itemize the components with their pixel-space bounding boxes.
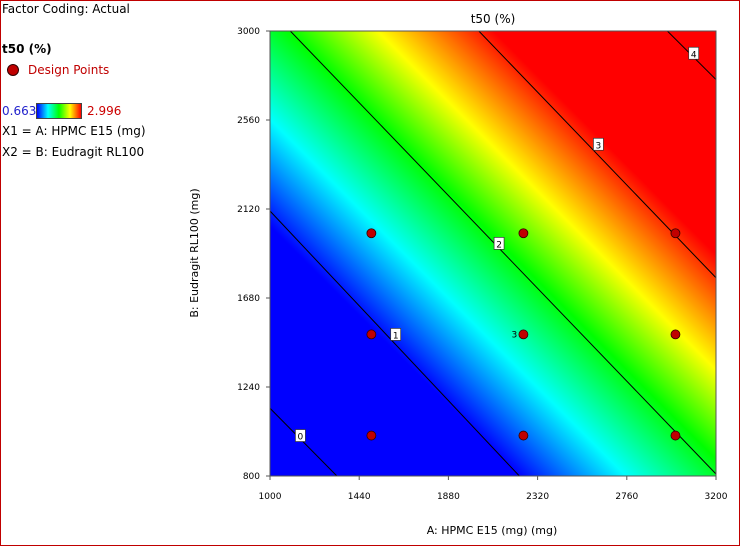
design-point-count-label: 3 <box>512 330 518 340</box>
contour-label-box-3 <box>593 137 604 151</box>
x-tick-label: 2760 <box>615 492 638 502</box>
design-point <box>366 329 377 340</box>
x-tick-label: 2320 <box>526 492 549 502</box>
contour-label-box-0 <box>295 429 306 442</box>
contour-fill <box>270 31 716 476</box>
contour-label-box-4 <box>688 46 700 60</box>
design-point <box>366 228 377 239</box>
x-tick-label: 1440 <box>348 492 371 502</box>
plot-border <box>269 30 717 477</box>
design-point <box>670 329 681 340</box>
colorbar-min-label: 0.663 <box>2 104 37 118</box>
design-point <box>366 430 377 441</box>
y-tick-label: 1680 <box>237 294 260 304</box>
x2-factor-label: X2 = B: Eudragit RL100 <box>2 145 145 159</box>
design-point <box>518 329 529 340</box>
design-point <box>670 430 681 441</box>
chart-title: t50 (%) <box>471 12 516 26</box>
colorbar-max-label: 2.996 <box>87 104 122 118</box>
design-point-legend-icon <box>7 64 19 76</box>
contour-label-1: 1 <box>393 331 399 341</box>
contour-line-0 <box>270 407 338 476</box>
x-tick-label: 1000 <box>259 492 282 502</box>
x-tick-label: 3200 <box>705 492 728 502</box>
y-tick-label: 3000 <box>237 27 260 37</box>
contour-label-2: 2 <box>496 240 502 250</box>
contour-label-3: 3 <box>596 141 602 151</box>
contour-line-1 <box>270 210 520 476</box>
legend-response-title: t50 (%) <box>2 42 52 56</box>
x1-factor-label: X1 = A: HPMC E15 (mg) <box>2 124 146 138</box>
contour-label-4: 4 <box>691 50 697 60</box>
x-axis-label: A: HPMC E15 (mg) (mg) <box>427 524 558 537</box>
contour-label-box-1 <box>390 328 402 341</box>
contour-line-2 <box>289 31 716 475</box>
y-tick-label: 1240 <box>237 383 260 393</box>
colorbar <box>36 103 82 119</box>
design-point <box>518 228 529 239</box>
y-tick-label: 800 <box>243 472 260 482</box>
design-point <box>670 228 681 239</box>
contour-label-0: 0 <box>298 433 304 443</box>
x-tick-label: 1880 <box>437 492 460 502</box>
contour-label-box-2 <box>493 237 505 250</box>
y-tick-label: 2120 <box>237 205 260 215</box>
y-tick-label: 2560 <box>237 116 260 126</box>
design-point <box>518 430 529 441</box>
y-axis-label: B: Eudragit RL100 (mg) <box>188 188 201 317</box>
design-points-label: Design Points <box>28 63 110 77</box>
factor-coding-label: Factor Coding: Actual <box>2 2 130 16</box>
